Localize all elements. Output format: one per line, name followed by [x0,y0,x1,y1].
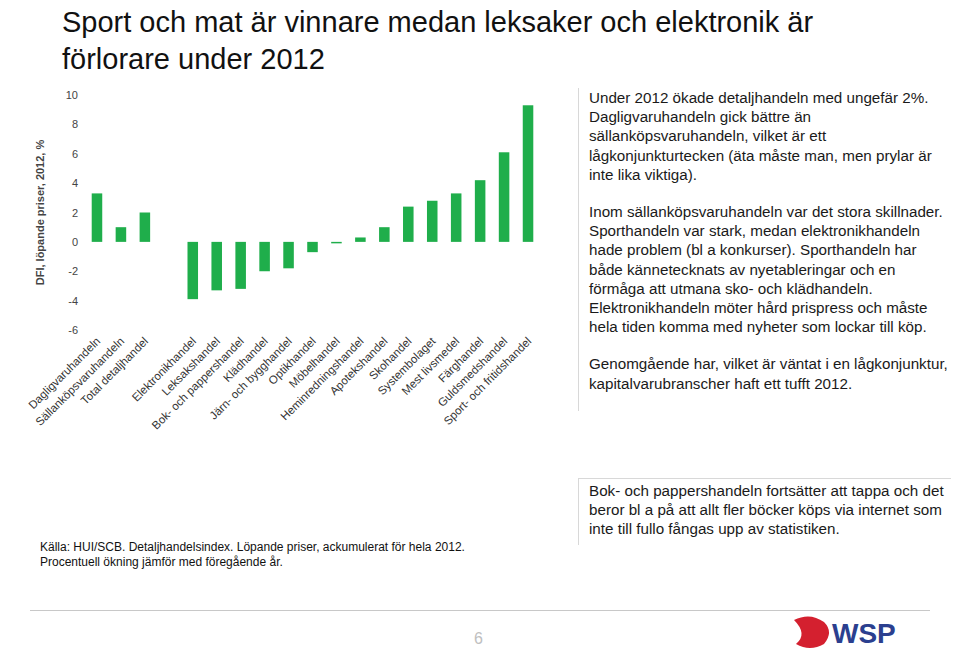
bar [523,105,534,242]
x-tick-label: Sport- och fritidshandel [441,335,533,427]
bar [92,193,103,241]
bar [451,193,462,241]
bars [92,105,534,299]
title-line: förlorare under 2012 [62,41,813,78]
bar [403,207,414,242]
y-tick-label: 10 [66,89,78,101]
y-tick-label: 6 [72,148,78,160]
source-line: Källa: HUI/SCB. Detaljhandelsindex. Löpa… [40,540,465,555]
x-tick-label: Bok- och pappershandel [149,335,246,432]
bar [235,242,246,289]
paragraph: Inom sällanköpsvaruhandeln var det stora… [589,202,951,336]
bar [355,237,366,241]
title-line: Sport och mat är vinnare medan leksaker … [62,4,813,41]
source-line: Procentuell ökning jämför med föregående… [40,555,465,570]
callout-text: Bok- och pappershandeln fortsätter att t… [578,478,951,545]
y-tick-label: 2 [72,207,78,219]
y-tick-label: -2 [68,265,78,277]
bar [116,227,127,242]
bar [283,242,294,268]
bar [427,201,438,242]
chart: -6 -4 -2 0 2 4 6 8 10 DFI, löpande priser, 2012, … [0,0,570,470]
body-text: Under 2012 ökade detaljhandeln med ungef… [578,88,951,411]
slide-title: Sport och mat är vinnare medan leksaker … [62,4,813,78]
bar [307,242,318,252]
logo: WSP [788,612,938,652]
bar [259,242,270,271]
page-number: 6 [474,630,483,648]
bar [187,242,198,299]
callout-paragraph: Bok- och pappershandeln fortsätter att t… [589,481,951,539]
logo-text: WSP [832,618,896,649]
bar [211,242,222,290]
bar [331,242,342,243]
bar [475,180,486,242]
y-axis-label: DFI, löpande priser, 2012, % [34,140,46,286]
y-tick-label: -6 [68,324,78,336]
bar [499,152,510,242]
x-tick-label: Sällanköpsvaruhandeln [33,335,126,428]
paragraph: Genomgående har, vilket är väntat i en l… [589,354,951,392]
paragraph: Under 2012 ökade detaljhandeln med ungef… [589,88,951,184]
y-tick-label: 0 [72,236,78,248]
source-note: Källa: HUI/SCB. Detaljhandelsindex. Löpa… [40,540,465,570]
bar [379,227,390,242]
y-tick-label: 4 [72,177,78,189]
footer-rule [30,610,930,611]
bar [140,213,151,242]
logo-shape [794,616,829,648]
y-tick-label: -4 [68,295,78,307]
y-tick-label: 8 [72,118,78,130]
